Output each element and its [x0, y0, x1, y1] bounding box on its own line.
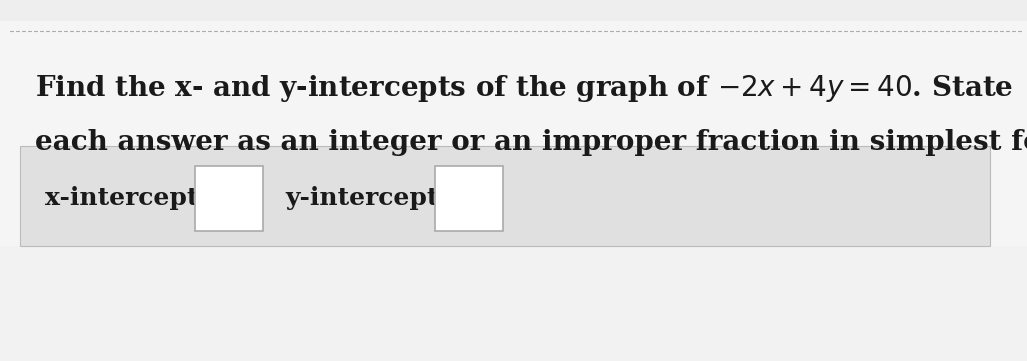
Text: Find the x- and y-intercepts of the graph of $-2x + 4y = 40$. State: Find the x- and y-intercepts of the grap…	[35, 74, 1014, 104]
Bar	[435, 166, 503, 231]
Bar	[0, 0, 1027, 21]
Text: each answer as an integer or an improper fraction in simplest form.: each answer as an integer or an improper…	[35, 130, 1027, 157]
Bar	[20, 146, 990, 246]
Bar	[0, 0, 1027, 246]
Text: x-intercept:: x-intercept:	[45, 186, 207, 210]
Text: y-intercept:: y-intercept:	[286, 186, 448, 210]
Bar	[195, 166, 263, 231]
